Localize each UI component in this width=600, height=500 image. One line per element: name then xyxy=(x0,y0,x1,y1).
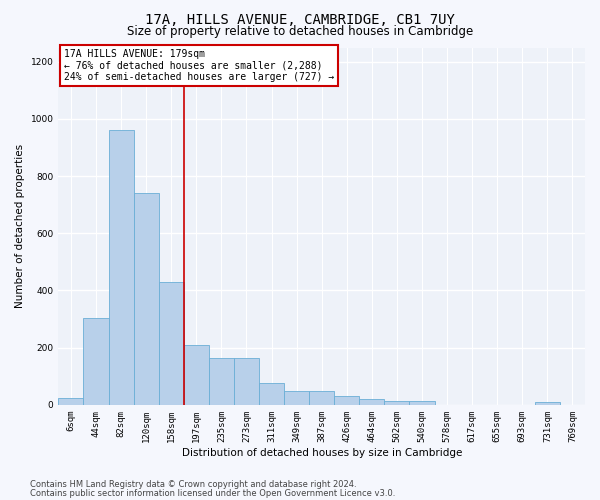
Text: Contains public sector information licensed under the Open Government Licence v3: Contains public sector information licen… xyxy=(30,488,395,498)
Bar xyxy=(184,345,209,405)
Bar xyxy=(134,194,159,405)
Text: 17A, HILLS AVENUE, CAMBRIDGE, CB1 7UY: 17A, HILLS AVENUE, CAMBRIDGE, CB1 7UY xyxy=(145,12,455,26)
X-axis label: Distribution of detached houses by size in Cambridge: Distribution of detached houses by size … xyxy=(182,448,462,458)
Bar xyxy=(58,398,83,405)
Bar xyxy=(409,400,434,405)
Bar xyxy=(83,318,109,405)
Bar xyxy=(359,399,385,405)
Bar xyxy=(209,358,234,405)
Bar xyxy=(234,358,259,405)
Bar xyxy=(309,390,334,405)
Bar xyxy=(284,390,309,405)
Bar xyxy=(385,400,409,405)
Text: Size of property relative to detached houses in Cambridge: Size of property relative to detached ho… xyxy=(127,25,473,38)
Bar xyxy=(159,282,184,405)
Text: 17A HILLS AVENUE: 179sqm
← 76% of detached houses are smaller (2,288)
24% of sem: 17A HILLS AVENUE: 179sqm ← 76% of detach… xyxy=(64,50,334,82)
Y-axis label: Number of detached properties: Number of detached properties xyxy=(15,144,25,308)
Bar xyxy=(109,130,134,405)
Bar xyxy=(334,396,359,405)
Text: Contains HM Land Registry data © Crown copyright and database right 2024.: Contains HM Land Registry data © Crown c… xyxy=(30,480,356,489)
Bar xyxy=(259,384,284,405)
Bar xyxy=(535,402,560,405)
